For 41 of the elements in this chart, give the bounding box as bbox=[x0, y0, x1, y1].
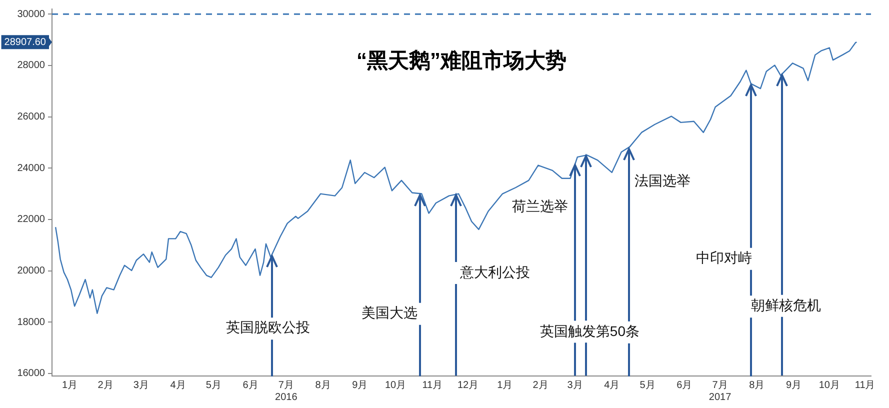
text: 28907.60 bbox=[4, 36, 46, 48]
x-tick-label: 6月 bbox=[676, 380, 692, 391]
x-tick-label: 7月 2017 bbox=[708, 380, 732, 403]
x-tick-label: 2月 bbox=[98, 380, 114, 391]
x-tick-label: 10月 bbox=[818, 380, 840, 391]
annotation: 荷兰选举 bbox=[512, 198, 568, 214]
x-tick-label: 8月 bbox=[749, 380, 765, 391]
x-tick-label: 9月 bbox=[352, 380, 368, 391]
y-tick-label: 16000 bbox=[17, 368, 46, 380]
x-tick-label: 9月 bbox=[786, 380, 802, 391]
y-tick-label: 22000 bbox=[17, 214, 46, 226]
y-tick-label: 24000 bbox=[17, 162, 46, 174]
y-tick-label: 18000 bbox=[17, 316, 46, 328]
x-tick-label: 5月 bbox=[640, 380, 656, 391]
x-tick-label: 2月 bbox=[532, 380, 548, 391]
x-tick-label: 3月 bbox=[133, 380, 149, 391]
x-tick-label: 3月 bbox=[567, 380, 583, 391]
x-tick-label: 11月 bbox=[422, 380, 443, 391]
x-tick-label: 7月 2016 bbox=[275, 380, 298, 403]
x-tick-label: 5月 bbox=[206, 380, 222, 391]
x-tick-label: 1月 bbox=[497, 380, 513, 391]
y-tick-label: 26000 bbox=[17, 112, 46, 123]
annotation: 英国脱欧公投 bbox=[226, 319, 310, 336]
x-tick-label: 6月 bbox=[242, 380, 258, 391]
y-tick-label: 28000 bbox=[17, 60, 46, 72]
y-tick-label: 30000 bbox=[17, 8, 46, 20]
y-tick-label: 20000 bbox=[17, 266, 46, 277]
annotation: 朝鲜核危机 bbox=[750, 297, 821, 314]
x-tick-label: 12月 bbox=[457, 380, 479, 391]
text: “黑天鹅”难阻市场大势 bbox=[356, 48, 566, 72]
annotation: 美国大选 bbox=[361, 304, 418, 320]
annotation: 英国触发第50条 bbox=[540, 322, 640, 339]
x-tick-label: 4月 bbox=[604, 380, 620, 391]
annotation: 中印对峙 bbox=[696, 249, 752, 266]
x-tick-label: 11月 bbox=[854, 380, 876, 391]
x-tick-label: 8月 bbox=[315, 380, 331, 391]
x-tick-label: 1月 bbox=[62, 380, 78, 391]
annotation: 法国选举 bbox=[634, 172, 691, 188]
x-tick-label: 10月 bbox=[384, 380, 406, 391]
x-tick-label: 4月 bbox=[170, 380, 186, 391]
annotation: 意大利公投 bbox=[459, 264, 530, 280]
